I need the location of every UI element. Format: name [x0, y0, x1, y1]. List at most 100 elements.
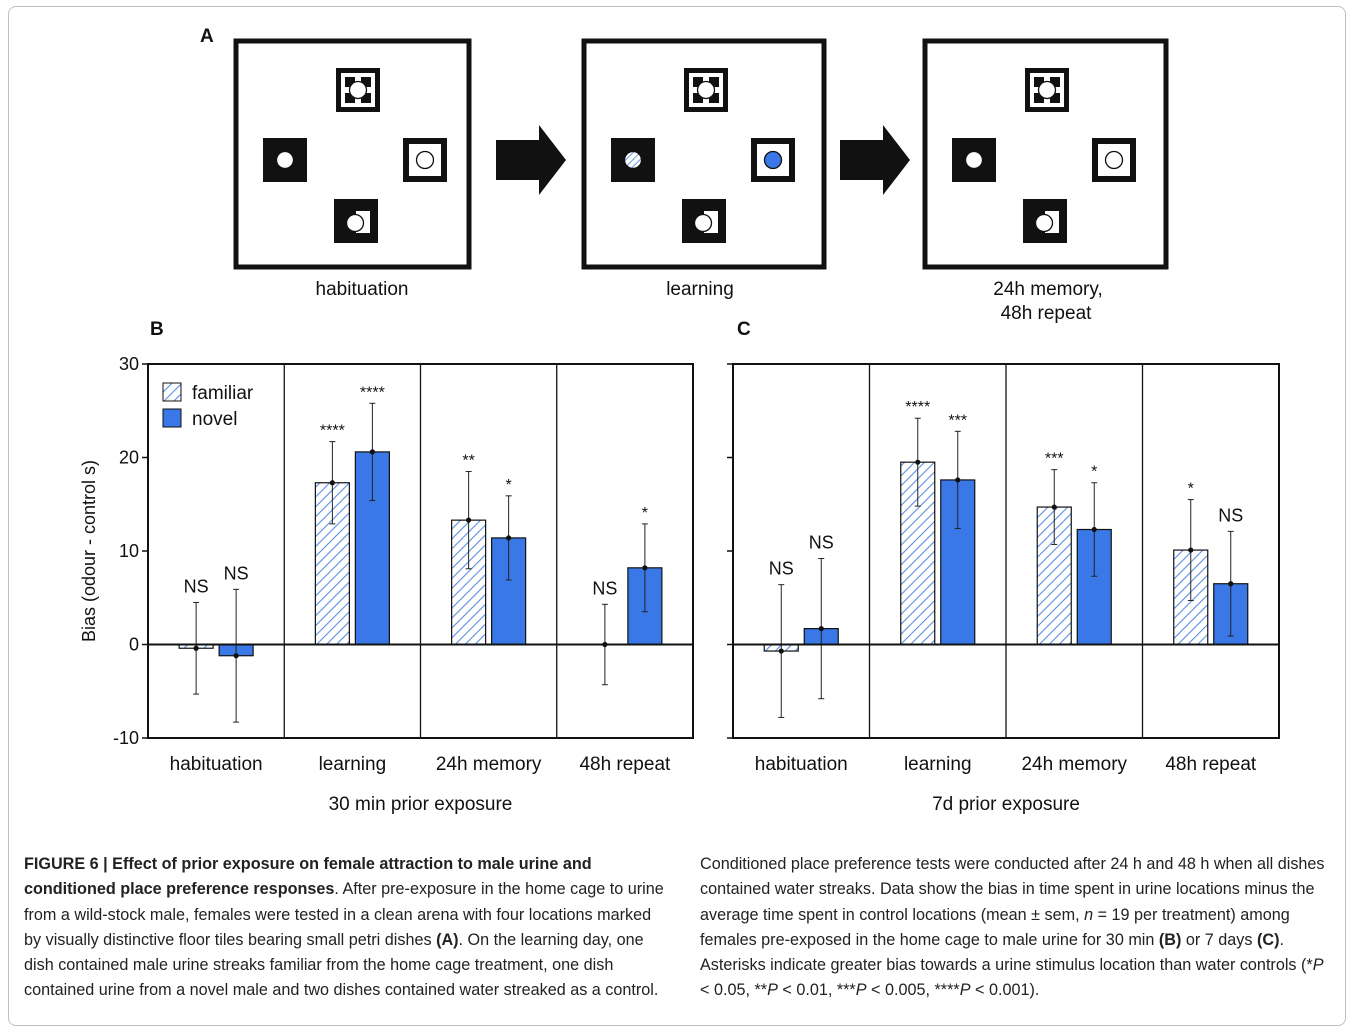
caption-text: Conditioned place preference tests were … — [700, 855, 1325, 924]
panel-label-a: A — [200, 26, 214, 47]
significance-label: *** — [948, 412, 967, 429]
caption-text: < 0.001). — [970, 981, 1040, 1000]
y-tick-label: 30 — [119, 354, 139, 374]
y-tick-label: -10 — [113, 728, 139, 748]
caption-p: P — [959, 981, 971, 1000]
mean-point — [1051, 504, 1057, 510]
tile-bottom — [1023, 199, 1067, 243]
tile-left — [952, 138, 996, 182]
mean-point — [642, 565, 648, 571]
caption-text: or 7 days — [1181, 930, 1257, 949]
mean-point — [506, 535, 512, 541]
panel-label-b: B — [150, 319, 164, 340]
significance-label: *** — [1045, 451, 1064, 468]
x-tick-label: learning — [319, 754, 387, 775]
mean-point — [778, 648, 784, 654]
significance-label: * — [1091, 464, 1097, 481]
mean-point — [193, 645, 199, 651]
caption-ref-c: (C) — [1256, 930, 1280, 949]
caption-text: < 0.005, **** — [866, 981, 960, 1000]
tile-top — [1025, 68, 1069, 112]
tile-top — [336, 68, 380, 112]
significance-label: **** — [905, 399, 930, 416]
caption-text: . Asterisks indicate greater bias toward… — [700, 930, 1313, 975]
arena-label-line2: 48h repeat — [1001, 303, 1093, 324]
mean-point — [1228, 581, 1234, 587]
caption-text: < 0.05, ** — [700, 981, 768, 1000]
panel-label-c: C — [737, 319, 751, 340]
x-axis-label: 7d prior exposure — [932, 794, 1080, 815]
x-axis-label: 30 min prior exposure — [329, 794, 513, 815]
significance-label: NS — [809, 532, 834, 552]
x-tick-label: 24h memory — [436, 754, 542, 775]
caption-text: . On the learning day, one dish containe… — [24, 930, 659, 1000]
mean-point — [369, 449, 375, 455]
arena-label-line1: 24h memory, — [993, 279, 1102, 300]
caption-ref-a: (A) — [436, 930, 459, 949]
caption-p: P — [1312, 956, 1324, 975]
figure-graphics: habituation learning — [79, 38, 1280, 815]
arrow-right-icon — [496, 125, 566, 195]
tile-left — [263, 138, 307, 182]
caption-ref-b: (B) — [1158, 930, 1182, 949]
y-tick-label: 20 — [119, 448, 139, 468]
mean-point — [466, 517, 472, 523]
y-tick-label: 0 — [129, 635, 139, 655]
caption-text: . After pre-exposure in the home cage to… — [24, 880, 664, 949]
arena-memory: 24h memory, 48h repeat — [922, 38, 1169, 324]
significance-label: NS — [769, 559, 794, 579]
caption-text: < 0.01, *** — [777, 981, 856, 1000]
arena-habituation: habituation — [233, 38, 472, 300]
significance-label: NS — [184, 576, 209, 596]
caption-text: = 19 per treatment) among females pre-ex… — [700, 905, 1290, 949]
tile-right-novel — [751, 138, 795, 182]
arena-label: habituation — [316, 279, 409, 300]
caption-n: n — [1084, 905, 1094, 924]
mean-point — [818, 626, 824, 632]
significance-label: NS — [1218, 505, 1243, 525]
figure-frame — [8, 6, 1346, 1026]
significance-label: NS — [224, 563, 249, 583]
caption-p: P — [767, 981, 778, 1000]
tile-right — [403, 138, 447, 182]
significance-label: * — [1188, 481, 1194, 498]
tile-bottom — [334, 199, 378, 243]
x-tick-label: habituation — [170, 754, 263, 775]
mean-point — [1091, 526, 1097, 533]
legend-swatch-familiar — [162, 382, 182, 402]
y-tick-label: 10 — [119, 541, 139, 561]
mean-point — [329, 480, 335, 486]
tile-bottom — [682, 199, 726, 243]
legend-label: familiar — [192, 383, 254, 404]
caption-title: FIGURE 6 | Effect of prior exposure on f… — [24, 855, 592, 899]
significance-label: * — [642, 505, 648, 522]
caption-left: FIGURE 6 | Effect of prior exposure on f… — [24, 852, 664, 1004]
significance-label: * — [506, 477, 512, 494]
caption-right: Conditioned place preference tests were … — [700, 852, 1330, 1004]
y-axis-label: Bias (odour - control s) — [79, 460, 99, 642]
significance-label: ** — [462, 453, 474, 470]
x-tick-label: learning — [904, 754, 972, 775]
mean-point — [233, 653, 239, 659]
mean-point — [1188, 547, 1194, 553]
caption-p: P — [855, 981, 867, 1000]
mean-point — [915, 459, 921, 465]
tile-left-familiar — [611, 138, 655, 182]
arena-label: learning — [666, 279, 734, 300]
arena-learning: learning — [581, 38, 827, 300]
legend-swatch-novel — [162, 408, 182, 428]
significance-label: NS — [592, 578, 617, 598]
mean-point — [955, 477, 961, 483]
arrow-right-icon — [840, 125, 910, 195]
x-tick-label: 24h memory — [1021, 754, 1127, 775]
x-tick-label: 48h repeat — [579, 754, 671, 775]
tile-top — [684, 68, 728, 112]
x-tick-label: 48h repeat — [1165, 754, 1257, 775]
significance-label: **** — [320, 423, 345, 440]
chart-b: -10 0 10 20 30 Bias (odour - control s) NS NS ha… — [79, 354, 694, 815]
x-tick-label: habituation — [755, 754, 848, 775]
significance-label: **** — [360, 384, 385, 401]
legend-label: novel — [192, 409, 237, 430]
tile-right — [1092, 138, 1136, 182]
